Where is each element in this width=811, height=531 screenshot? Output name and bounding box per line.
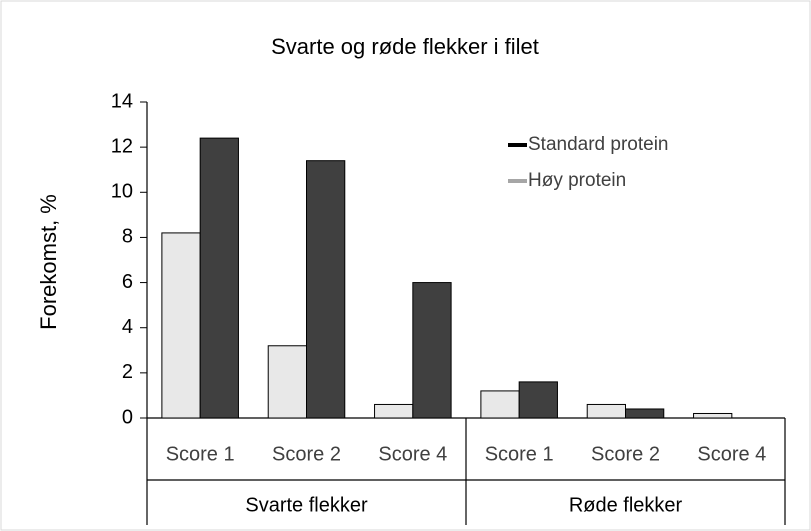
group-label: Røde flekker <box>569 494 683 516</box>
y-tick-label: 12 <box>111 135 133 157</box>
y-tick-label: 4 <box>122 316 133 338</box>
bar <box>480 390 520 419</box>
x-tick-label: Score 2 <box>591 443 660 465</box>
y-tick-label: 8 <box>122 226 133 248</box>
chart-title: Svarte og røde flekker i filet <box>271 34 539 59</box>
legend-label: Standard protein <box>528 134 669 155</box>
x-tick-label: Score 4 <box>697 443 766 465</box>
y-tick-label: 2 <box>122 361 133 383</box>
group-label: Svarte flekker <box>245 494 368 516</box>
x-tick-label: Score 2 <box>272 443 341 465</box>
bar <box>267 345 307 419</box>
bar <box>199 137 239 419</box>
bar <box>161 232 201 419</box>
y-tick-label: 6 <box>122 271 133 293</box>
bar <box>412 282 452 419</box>
bar <box>625 408 665 419</box>
y-tick-label: 0 <box>122 406 133 428</box>
bar <box>306 160 346 419</box>
x-tick-label: Score 1 <box>166 443 235 465</box>
y-axis-label: Forekomst, % <box>36 194 61 330</box>
x-tick-label: Score 4 <box>378 443 447 465</box>
x-tick-label: Score 1 <box>485 443 554 465</box>
y-tick-label: 10 <box>111 181 133 203</box>
bar <box>518 381 558 419</box>
legend-label: Høy protein <box>528 170 626 191</box>
bar <box>374 403 414 419</box>
bar <box>586 403 626 419</box>
y-tick-label: 14 <box>111 90 133 112</box>
bar <box>693 412 733 419</box>
